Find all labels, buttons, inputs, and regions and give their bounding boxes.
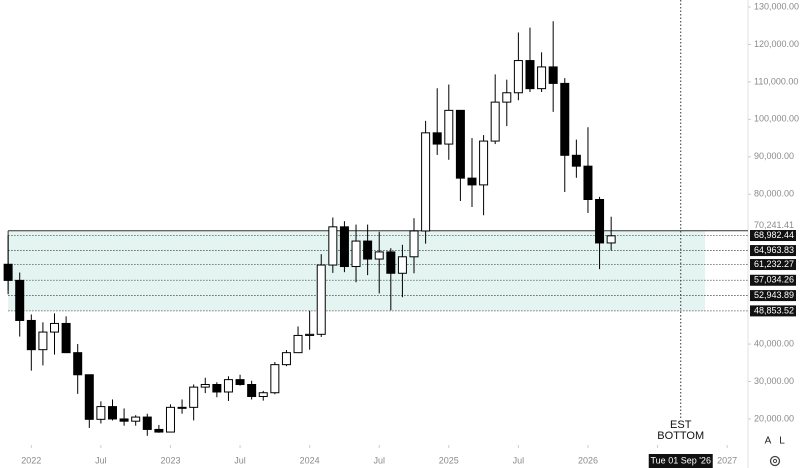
- candle-body: [131, 416, 141, 422]
- candle-body: [142, 416, 152, 430]
- level-label: 52,943.89: [754, 290, 794, 300]
- x-tick-label: Jul: [234, 455, 246, 465]
- candle-body: [467, 177, 477, 186]
- candle-body: [154, 428, 164, 433]
- candle-body: [595, 198, 605, 244]
- candle-body: [84, 374, 94, 420]
- candle-body: [513, 60, 523, 94]
- candle-body: [455, 109, 465, 179]
- y-tick-label: 100,000.00: [754, 114, 799, 124]
- candle-body: [397, 256, 407, 274]
- candle-body: [583, 165, 593, 200]
- candle-body: [351, 240, 361, 268]
- candle-body: [223, 379, 233, 393]
- candle-body: [339, 226, 349, 268]
- y-tick-label: 30,000.00: [754, 376, 794, 386]
- candle-body: [571, 154, 581, 167]
- y-tick-label: 90,000.00: [754, 151, 794, 161]
- settings-icon[interactable]: [769, 455, 781, 467]
- candle-body: [3, 263, 13, 281]
- level-label: 70,241.41: [754, 220, 794, 230]
- level-box: [750, 305, 796, 317]
- candle-body: [26, 319, 36, 351]
- x-tick-label: 2022: [21, 455, 41, 465]
- y-tick-label: 40,000.00: [754, 338, 794, 348]
- y-tick-label: 20,000.00: [754, 413, 794, 423]
- date-box: [648, 454, 713, 468]
- candle-body: [537, 66, 547, 90]
- level-box: [750, 290, 796, 302]
- x-tick-label: Jul: [373, 455, 385, 465]
- level-label: 68,982.44: [754, 230, 794, 240]
- candle-body: [258, 392, 268, 397]
- candle-body: [50, 322, 60, 333]
- y-tick-label: 130,000.00: [754, 1, 799, 11]
- candle-body: [293, 334, 303, 354]
- candle-body: [61, 322, 71, 354]
- control-button[interactable]: A: [765, 436, 772, 447]
- candle-body: [606, 235, 616, 244]
- x-tick-label: 2026: [578, 455, 598, 465]
- date-label: Tue 01 Sep '26: [651, 455, 711, 465]
- level-label: 61,232.27: [754, 259, 794, 269]
- candle-body: [177, 406, 187, 409]
- candle-body: [328, 226, 338, 266]
- control-button[interactable]: L: [779, 436, 785, 447]
- x-tick-label: 2027: [717, 455, 737, 465]
- candle-body: [212, 383, 222, 393]
- candle-body: [15, 279, 25, 321]
- y-tick-label: 110,000.00: [754, 76, 798, 86]
- candle-body: [560, 82, 570, 156]
- level-box: [750, 259, 796, 271]
- level-label: 48,853.52: [754, 305, 794, 315]
- candle-body: [548, 66, 558, 84]
- candle-body: [421, 132, 431, 232]
- y-tick-label: 120,000.00: [754, 39, 799, 49]
- x-tick-label: 2023: [160, 455, 180, 465]
- level-box: [750, 245, 796, 257]
- candle-body: [316, 264, 326, 335]
- candle-body: [444, 109, 454, 145]
- candle-body: [270, 364, 280, 394]
- candle-body: [502, 92, 512, 103]
- x-tick-label: 2024: [300, 455, 320, 465]
- candle-body: [96, 406, 106, 420]
- candle-body: [200, 383, 210, 388]
- candle-body: [189, 386, 199, 408]
- candle-body: [247, 383, 257, 397]
- candle-body: [38, 331, 48, 351]
- candle-body: [490, 101, 500, 142]
- x-tick-label: Jul: [95, 455, 107, 465]
- candle-body: [235, 379, 245, 385]
- level-box: [750, 230, 796, 242]
- candle-body: [281, 352, 291, 366]
- level-label: 64,963.83: [754, 245, 794, 255]
- candle-body: [119, 418, 129, 422]
- x-tick-label: 2025: [439, 455, 459, 465]
- candle-body: [363, 240, 373, 260]
- candle-body: [73, 352, 83, 376]
- level-box: [750, 274, 796, 286]
- candle-body: [165, 406, 175, 433]
- x-tick-label: Jul: [513, 455, 525, 465]
- candle-body: [107, 406, 117, 420]
- candle-body: [479, 140, 489, 186]
- marker-annotation: EST: [670, 419, 692, 431]
- level-label: 57,034.26: [754, 275, 794, 285]
- candle-body: [386, 251, 396, 274]
- marker-annotation: BOTTOM: [657, 430, 704, 442]
- candle-body: [525, 60, 535, 90]
- candle-body: [432, 132, 442, 145]
- y-tick-label: 80,000.00: [754, 189, 794, 199]
- candle-body: [305, 333, 315, 336]
- candle-body: [374, 251, 384, 260]
- candle-body: [409, 230, 419, 258]
